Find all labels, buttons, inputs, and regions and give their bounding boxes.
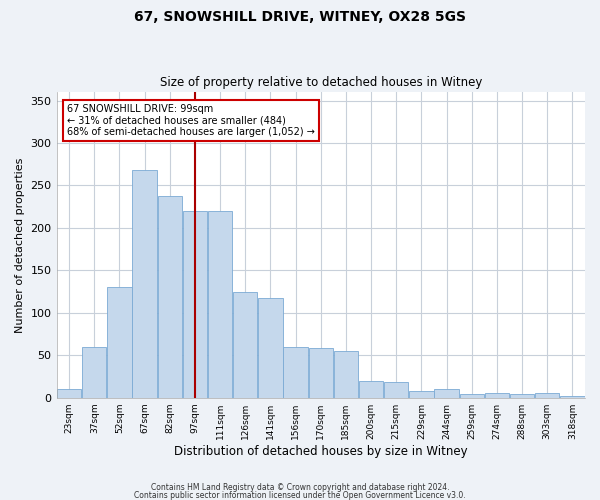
Bar: [535, 392, 559, 398]
Y-axis label: Number of detached properties: Number of detached properties: [15, 157, 25, 332]
Bar: [183, 211, 207, 398]
Bar: [133, 170, 157, 398]
Bar: [460, 394, 484, 398]
Title: Size of property relative to detached houses in Witney: Size of property relative to detached ho…: [160, 76, 482, 90]
Bar: [409, 391, 434, 398]
Bar: [283, 347, 308, 398]
Text: Contains HM Land Registry data © Crown copyright and database right 2024.: Contains HM Land Registry data © Crown c…: [151, 484, 449, 492]
Bar: [485, 392, 509, 398]
Bar: [57, 389, 82, 398]
Bar: [510, 394, 534, 398]
Bar: [107, 288, 131, 398]
X-axis label: Distribution of detached houses by size in Witney: Distribution of detached houses by size …: [174, 444, 467, 458]
Text: 67 SNOWSHILL DRIVE: 99sqm
← 31% of detached houses are smaller (484)
68% of semi: 67 SNOWSHILL DRIVE: 99sqm ← 31% of detac…: [67, 104, 315, 138]
Bar: [384, 382, 409, 398]
Bar: [258, 298, 283, 398]
Bar: [208, 211, 232, 398]
Text: Contains public sector information licensed under the Open Government Licence v3: Contains public sector information licen…: [134, 490, 466, 500]
Bar: [359, 380, 383, 398]
Bar: [334, 351, 358, 398]
Bar: [158, 196, 182, 398]
Bar: [82, 347, 106, 398]
Bar: [434, 389, 459, 398]
Bar: [560, 396, 584, 398]
Bar: [233, 292, 257, 398]
Text: 67, SNOWSHILL DRIVE, WITNEY, OX28 5GS: 67, SNOWSHILL DRIVE, WITNEY, OX28 5GS: [134, 10, 466, 24]
Bar: [308, 348, 333, 398]
